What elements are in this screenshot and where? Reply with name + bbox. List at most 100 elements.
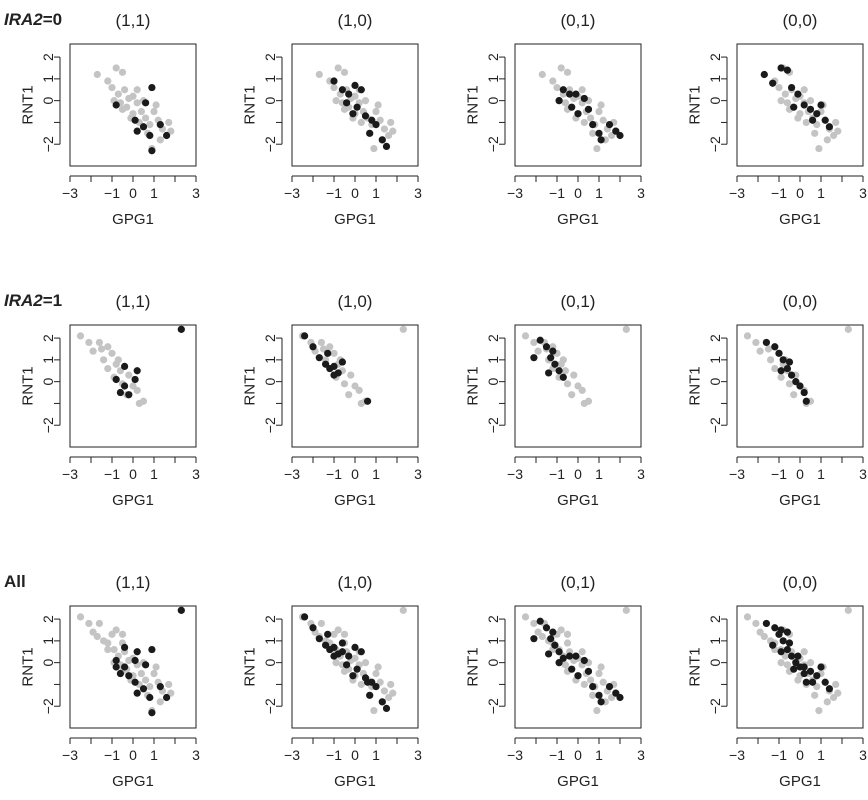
grey-point bbox=[334, 64, 342, 72]
grey-point bbox=[775, 83, 783, 92]
grey-point bbox=[783, 661, 792, 669]
row-label-suffix: =0 bbox=[43, 10, 62, 29]
black-point bbox=[589, 121, 597, 129]
grey-point bbox=[152, 101, 160, 109]
black-point bbox=[378, 698, 386, 706]
y-axis-label: RNT1 bbox=[687, 85, 704, 124]
y-tick-label: −2 bbox=[40, 698, 56, 714]
grey-point bbox=[137, 669, 145, 678]
black-point bbox=[783, 66, 792, 74]
y-tick-label: 2 bbox=[40, 615, 56, 623]
black-point bbox=[551, 360, 559, 368]
y-tick-label: 1 bbox=[707, 637, 723, 645]
black-point bbox=[148, 147, 156, 155]
row-label-3: All bbox=[4, 572, 26, 591]
black-point bbox=[597, 698, 605, 706]
black-point bbox=[809, 116, 817, 124]
black-point bbox=[580, 94, 588, 103]
grey-point bbox=[806, 659, 815, 667]
plot-frame bbox=[291, 324, 419, 448]
x-tick-label: −1 bbox=[549, 466, 565, 482]
y-tick-label: 0 bbox=[707, 659, 723, 667]
black-point bbox=[351, 81, 359, 89]
black-point bbox=[595, 129, 603, 137]
black-point bbox=[133, 367, 141, 375]
grey-point bbox=[570, 371, 578, 379]
black-point bbox=[177, 325, 185, 333]
black-point bbox=[133, 127, 141, 135]
x-tick-label: 0 bbox=[351, 185, 359, 201]
black-point bbox=[112, 101, 120, 109]
y-tick-label: 2 bbox=[262, 53, 278, 61]
black-point bbox=[382, 704, 391, 712]
x-tick-label: −3 bbox=[62, 466, 78, 482]
x-tick-label: 3 bbox=[859, 466, 867, 482]
y-tick-label: 0 bbox=[485, 97, 501, 105]
x-tick-label: 3 bbox=[414, 466, 422, 482]
black-point bbox=[353, 665, 361, 673]
black-point bbox=[549, 628, 557, 636]
panel-title: (0,0) bbox=[783, 11, 818, 30]
y-axis-label: RNT1 bbox=[20, 85, 37, 124]
black-point bbox=[597, 136, 605, 144]
grey-point bbox=[93, 632, 101, 641]
plot-frame bbox=[514, 43, 642, 167]
y-tick-label: −2 bbox=[707, 136, 723, 152]
black-point bbox=[315, 635, 323, 643]
grey-point bbox=[93, 70, 101, 79]
grey-point bbox=[752, 619, 760, 628]
x-axis-label: GPG1 bbox=[112, 211, 154, 228]
black-point bbox=[536, 617, 544, 625]
black-point bbox=[309, 624, 317, 632]
grey-point bbox=[104, 343, 112, 351]
x-tick-label: −3 bbox=[729, 185, 745, 201]
x-tick-label: −3 bbox=[507, 185, 523, 201]
y-tick-label: 2 bbox=[262, 615, 278, 623]
x-tick-label: −1 bbox=[326, 185, 342, 201]
y-axis-label: RNT1 bbox=[687, 366, 704, 405]
grey-point bbox=[561, 367, 570, 375]
grey-point bbox=[118, 630, 127, 638]
grey-point bbox=[587, 114, 595, 122]
row-label-suffix: =1 bbox=[43, 291, 62, 310]
grey-point bbox=[777, 373, 785, 381]
x-tick-label: 0 bbox=[129, 747, 137, 763]
black-point bbox=[762, 338, 771, 347]
plot-frame bbox=[736, 324, 864, 448]
y-tick-label: −2 bbox=[262, 136, 278, 152]
grey-point bbox=[781, 90, 789, 98]
grey-point bbox=[95, 338, 103, 347]
grey-point bbox=[165, 118, 173, 127]
grey-point bbox=[815, 144, 823, 153]
grey-point bbox=[137, 107, 145, 116]
grey-point bbox=[622, 325, 630, 333]
plot-frame bbox=[514, 324, 642, 448]
x-axis-label: GPG1 bbox=[112, 773, 154, 790]
black-point bbox=[580, 656, 588, 665]
grey-point bbox=[563, 639, 572, 647]
grey-point bbox=[622, 606, 630, 614]
grey-point bbox=[557, 64, 565, 72]
x-tick-label: 0 bbox=[574, 185, 582, 201]
black-point bbox=[777, 648, 785, 656]
grey-point bbox=[97, 345, 106, 353]
y-tick-label: 2 bbox=[40, 53, 56, 61]
black-point bbox=[121, 643, 129, 651]
x-tick-label: 3 bbox=[859, 185, 867, 201]
black-point bbox=[783, 628, 792, 636]
black-point bbox=[616, 693, 624, 702]
x-tick-label: 1 bbox=[372, 185, 380, 201]
grey-point bbox=[589, 129, 597, 137]
black-point bbox=[378, 136, 386, 144]
black-point bbox=[301, 332, 309, 340]
x-axis-label: GPG1 bbox=[779, 211, 821, 228]
black-point bbox=[566, 90, 574, 98]
black-point bbox=[112, 656, 120, 665]
y-tick-label: 0 bbox=[262, 378, 278, 386]
y-tick-label: 2 bbox=[485, 615, 501, 623]
y-tick-label: 0 bbox=[707, 97, 723, 105]
grey-point bbox=[777, 97, 785, 105]
